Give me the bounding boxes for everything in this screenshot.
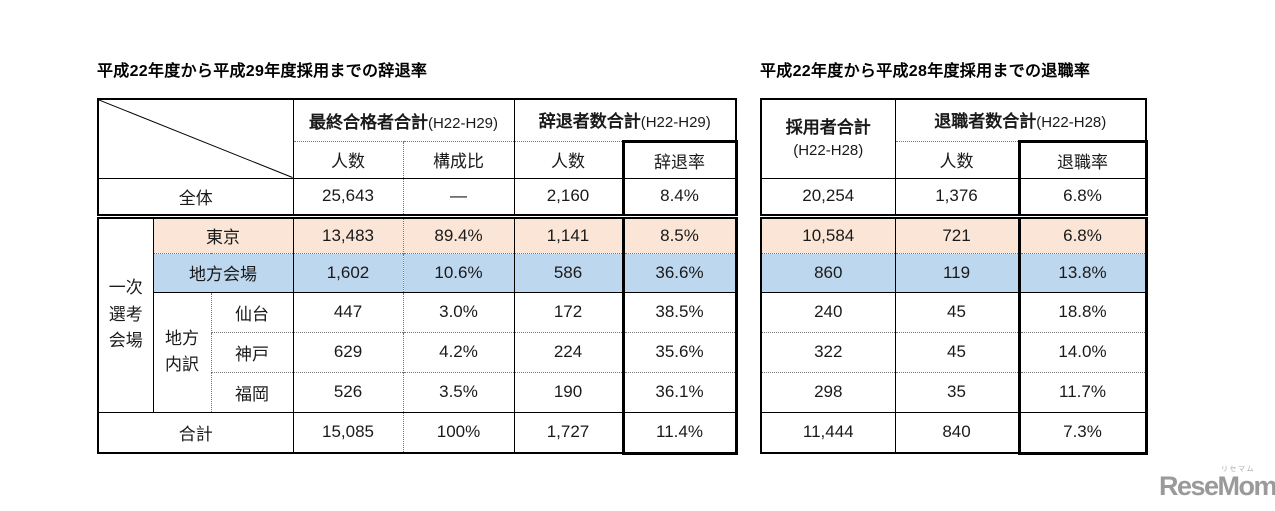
cell-jitai-ninzu: 224: [513, 331, 623, 372]
cell-jitairitsu: 36.1%: [621, 371, 738, 412]
logo-wordmark: ReseMom.: [1159, 471, 1275, 501]
cell-jitairitsu: 38.5%: [621, 291, 738, 332]
resignation-table-title: 平成22年度から平成28年度採用までの退職率: [760, 63, 1091, 80]
cell-taishokuritsu: 14.0%: [1017, 331, 1148, 372]
cell-jitai-ninzu: 1,141: [513, 213, 623, 253]
row-goukei: 合計 15,085 100% 1,727 11.4%: [98, 411, 738, 455]
final-passers-total-header: 最終合格者合計(H22-H29): [292, 99, 514, 141]
row-label-zentai: 全体: [98, 177, 293, 216]
cell-taishoku-ninzu: 45: [894, 291, 1019, 332]
diagonal-header-cell: [98, 99, 293, 178]
cell-kouseihi: 4.2%: [402, 331, 514, 372]
logo-ruby-text: リセマム: [1221, 466, 1255, 473]
row-zentai: 20,254 1,376 6.8%: [761, 177, 1148, 216]
cell-taishoku-ninzu: 1,376: [894, 177, 1019, 216]
resignation-rate-section: 平成22年度から平成28年度採用までの退職率 採用者合計 (H22-H28) 退…: [760, 62, 1148, 455]
cell-taishokuritsu: 7.3%: [1017, 411, 1148, 455]
cell-taishokuritsu: 11.7%: [1017, 371, 1148, 412]
cell-kouseihi: 3.0%: [402, 291, 514, 332]
row-goukei: 11,444 840 7.3%: [761, 411, 1148, 455]
cell-taishoku-ninzu: 721: [894, 213, 1019, 253]
cell-jitai-ninzu: 172: [513, 291, 623, 332]
withdrawals-total-header: 辞退者数合計(H22-H29): [513, 99, 736, 141]
header-row-groups: 最終合格者合計(H22-H29) 辞退者数合計(H22-H29): [98, 99, 736, 141]
cell-saiyo: 11,444: [761, 411, 895, 453]
cell-taishoku-ninzu: 45: [894, 331, 1019, 372]
col-header-taishokuritsu: 退職率: [1017, 139, 1148, 178]
cell-jitairitsu: 8.5%: [621, 213, 738, 253]
cell-kouseihi: 3.5%: [402, 371, 514, 412]
header-row-sub: 人数 構成比 人数 辞退率: [98, 139, 738, 178]
row-chihou-kaijou: 地方会場 1,602 10.6% 586 36.6%: [98, 252, 738, 292]
cell-saiyo: 10,584: [761, 213, 895, 253]
row-sendai: 240 45 18.8%: [761, 291, 1148, 332]
cell-jitai-ninzu: 1,727: [513, 411, 623, 453]
row-chihou-kaijou: 860 119 13.8%: [761, 252, 1148, 292]
row-tokyo: 10,584 721 6.8%: [761, 213, 1148, 253]
cell-taishokuritsu: 6.8%: [1017, 213, 1148, 253]
row-label-kobe: 神戸: [210, 331, 293, 372]
diagonal-line: [99, 100, 293, 178]
cell-taishoku-ninzu: 840: [894, 411, 1019, 453]
col-header-ninzu: 人数: [292, 140, 403, 178]
cell-saiyo: 860: [761, 252, 895, 292]
cell-saiyo: 20,254: [761, 177, 895, 216]
withdrawal-rate-table: 最終合格者合計(H22-H29) 辞退者数合計(H22-H29) 人数 構成比 …: [97, 98, 738, 455]
row-group-label-first-exam-venue: 一次 選考 会場: [98, 213, 153, 412]
resignation-rate-table: 採用者合計 (H22-H28) 退職者数合計(H22-H28) 人数 退職率 2…: [760, 98, 1148, 455]
cell-jitairitsu: 8.4%: [621, 177, 738, 216]
row-fukuoka: 福岡 526 3.5% 190 36.1%: [98, 371, 738, 412]
row-kobe: 322 45 14.0%: [761, 331, 1148, 372]
header-row-sub: 人数 退職率: [761, 139, 1148, 178]
cell-jitairitsu: 35.6%: [621, 331, 738, 372]
cell-ninzu: 13,483: [292, 213, 403, 253]
cell-kouseihi: —: [402, 177, 514, 216]
withdrawal-rate-section: 平成22年度から平成29年度採用までの辞退率 最終合格者合計(H22-H29) …: [97, 62, 738, 455]
cell-taishoku-ninzu: 119: [894, 252, 1019, 292]
cell-jitairitsu: 36.6%: [621, 252, 738, 292]
row-label-fukuoka: 福岡: [210, 371, 293, 412]
cell-ninzu: 15,085: [292, 411, 403, 453]
cell-taishokuritsu: 13.8%: [1017, 252, 1148, 292]
cell-jitai-ninzu: 190: [513, 371, 623, 412]
cell-kouseihi: 100%: [402, 411, 514, 453]
cell-taishokuritsu: 18.8%: [1017, 291, 1148, 332]
cell-ninzu: 25,643: [292, 177, 403, 216]
resemom-logo: リセマム ReseMom.: [1159, 466, 1275, 504]
cell-taishokuritsu: 6.8%: [1017, 177, 1148, 216]
cell-ninzu: 1,602: [292, 252, 403, 292]
cell-taishoku-ninzu: 35: [894, 371, 1019, 412]
row-zentai: 全体 25,643 — 2,160 8.4%: [98, 177, 738, 216]
resignations-total-header: 退職者数合計(H22-H28): [894, 99, 1146, 141]
cell-saiyo: 240: [761, 291, 895, 332]
row-label-sendai: 仙台: [210, 291, 293, 332]
cell-jitai-ninzu: 586: [513, 252, 623, 292]
cell-ninzu: 447: [292, 291, 403, 332]
row-group-label-chihou-uchiwake: 地方 内訳: [152, 291, 211, 412]
withdrawal-table-title: 平成22年度から平成29年度採用までの辞退率: [97, 63, 428, 80]
cell-jitai-ninzu: 2,160: [513, 177, 623, 216]
cell-kouseihi: 89.4%: [402, 213, 514, 253]
cell-ninzu: 629: [292, 331, 403, 372]
cell-jitairitsu: 11.4%: [621, 411, 738, 455]
row-sendai: 地方 内訳 仙台 447 3.0% 172 38.5%: [98, 291, 738, 412]
cell-saiyo: 298: [761, 371, 895, 412]
col-header-jitai-ninzu: 人数: [513, 140, 623, 178]
row-fukuoka: 298 35 11.7%: [761, 371, 1148, 412]
cell-ninzu: 526: [292, 371, 403, 412]
row-tokyo: 一次 選考 会場 東京 13,483 89.4% 1,141 8.5%: [98, 213, 738, 412]
header-row-groups: 採用者合計 (H22-H28) 退職者数合計(H22-H28): [761, 99, 1146, 159]
row-kobe: 神戸 629 4.2% 224 35.6%: [98, 331, 738, 372]
row-label-tokyo: 東京: [152, 213, 293, 253]
cell-saiyo: 322: [761, 331, 895, 372]
row-label-goukei: 合計: [98, 411, 293, 453]
hired-total-header: 採用者合計 (H22-H28): [785, 118, 871, 159]
col-header-ninzu: 人数: [894, 140, 1019, 178]
col-header-kouseihi: 構成比: [402, 140, 514, 178]
cell-kouseihi: 10.6%: [402, 252, 514, 292]
row-label-chihou-kaijou: 地方会場: [152, 252, 293, 292]
col-header-jitairitsu: 辞退率: [621, 139, 738, 178]
